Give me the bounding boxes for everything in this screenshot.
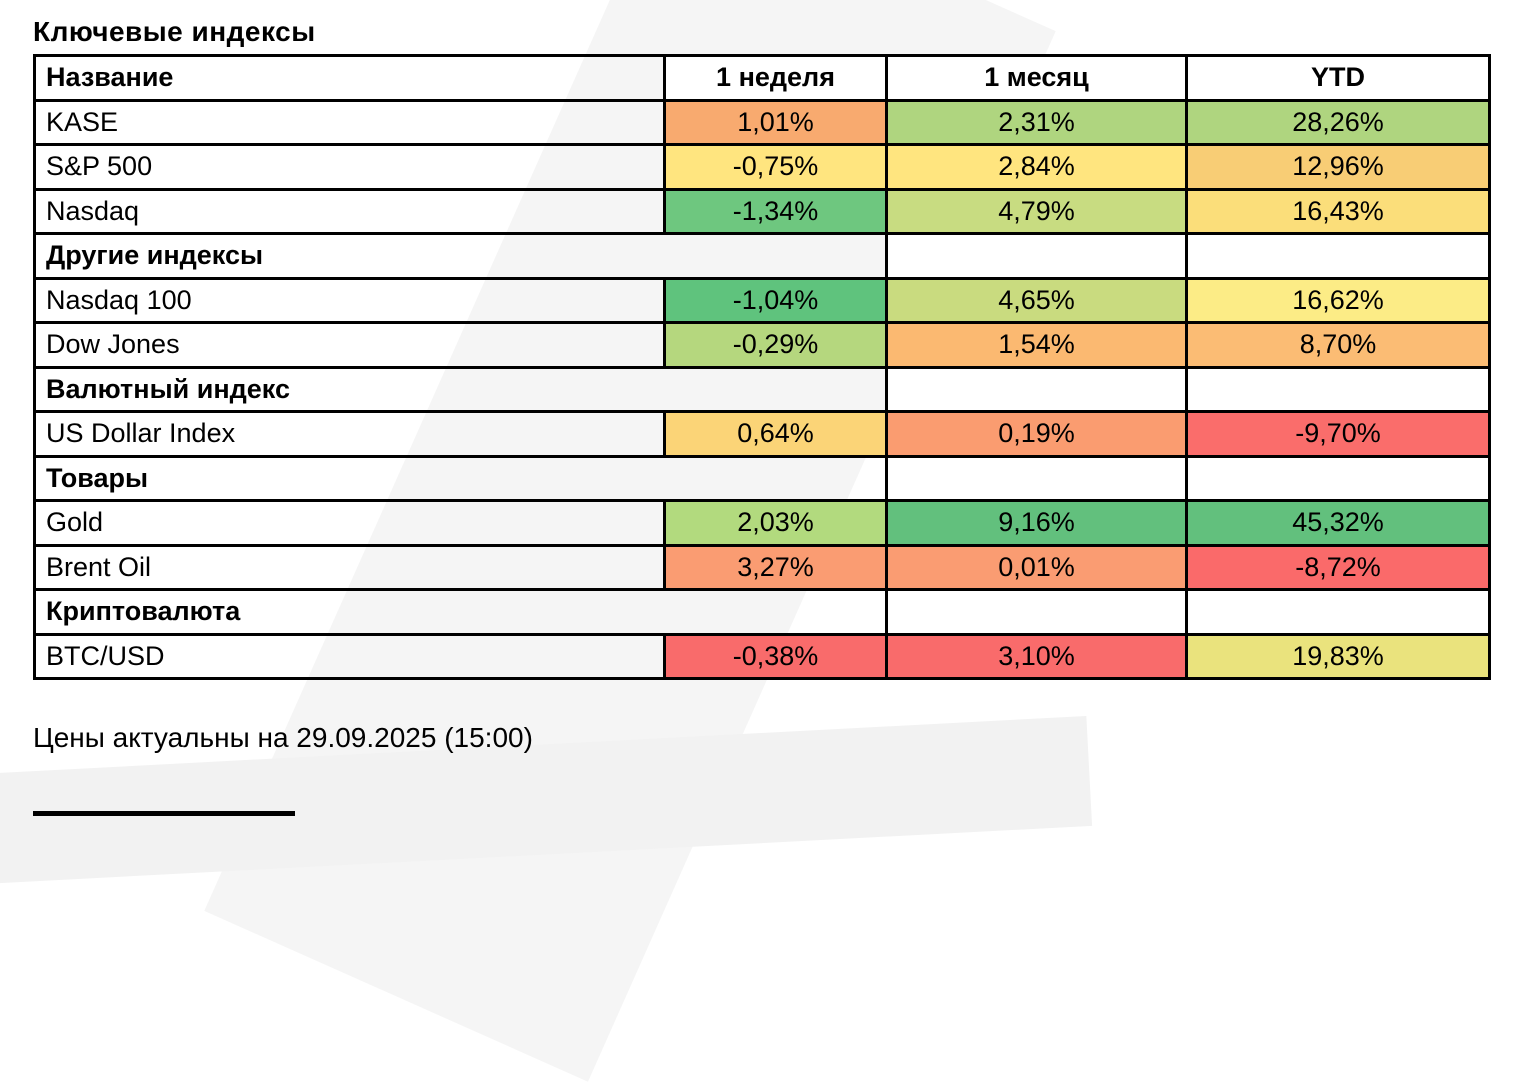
table-row: US Dollar Index 0,64% 0,19% -9,70%: [33, 410, 1491, 458]
table-row: Nasdaq 100 -1,04% 4,65% 16,62%: [33, 276, 1491, 324]
value-cell: 3,27%: [663, 543, 888, 591]
table-row: BTC/USD -0,38% 3,10% 19,83%: [33, 632, 1491, 680]
value-cell: -1,34%: [663, 187, 888, 235]
value-cell: 4,79%: [885, 187, 1188, 235]
value-cell: 3,10%: [885, 632, 1188, 680]
value-cell: 0,01%: [885, 543, 1188, 591]
instrument-name: Brent Oil: [33, 543, 666, 591]
instrument-name: BTC/USD: [33, 632, 666, 680]
value-cell: -1,04%: [663, 276, 888, 324]
instrument-name: KASE: [33, 98, 666, 146]
section-title: Товары: [33, 454, 888, 502]
instrument-name: S&P 500: [33, 143, 666, 191]
value-cell: -0,75%: [663, 143, 888, 191]
empty-cell: [1185, 588, 1491, 636]
table-row: Nasdaq -1,34% 4,79% 16,43%: [33, 187, 1491, 235]
instrument-name: Nasdaq 100: [33, 276, 666, 324]
table-row: Dow Jones -0,29% 1,54% 8,70%: [33, 321, 1491, 369]
value-cell: 28,26%: [1185, 98, 1491, 146]
value-cell: 2,84%: [885, 143, 1188, 191]
value-cell: 8,70%: [1185, 321, 1491, 369]
value-cell: -0,29%: [663, 321, 888, 369]
instrument-name: Gold: [33, 499, 666, 547]
value-cell: 1,01%: [663, 98, 888, 146]
empty-cell: [885, 454, 1188, 502]
column-header-1week: 1 неделя: [663, 54, 888, 102]
table-row: Brent Oil 3,27% 0,01% -8,72%: [33, 543, 1491, 591]
empty-cell: [885, 588, 1188, 636]
empty-cell: [1185, 454, 1491, 502]
page-title: Ключевые индексы: [33, 16, 316, 47]
value-cell: 9,16%: [885, 499, 1188, 547]
instrument-name: Dow Jones: [33, 321, 666, 369]
table-row: Gold 2,03% 9,16% 45,32%: [33, 499, 1491, 547]
empty-cell: [885, 232, 1188, 280]
table-header: Название 1 неделя 1 месяц YTD: [33, 54, 1491, 102]
section-title: Валютный индекс: [33, 365, 888, 413]
section-row: Товары: [33, 454, 1491, 502]
value-cell: 12,96%: [1185, 143, 1491, 191]
instrument-name: Nasdaq: [33, 187, 666, 235]
indices-table-body: KASE 1,01% 2,31% 28,26% S&P 500 -0,75% 2,84% 12…: [33, 98, 1491, 680]
column-header-ytd: YTD: [1185, 54, 1491, 102]
value-cell: 16,62%: [1185, 276, 1491, 324]
instrument-name: US Dollar Index: [33, 410, 666, 458]
empty-cell: [1185, 365, 1491, 413]
empty-cell: [885, 365, 1188, 413]
value-cell: -0,38%: [663, 632, 888, 680]
page: Ключевые индексы Название 1 неделя 1 мес…: [0, 16, 1515, 754]
value-cell: 4,65%: [885, 276, 1188, 324]
value-cell: 1,54%: [885, 321, 1188, 369]
empty-cell: [1185, 232, 1491, 280]
value-cell: 45,32%: [1185, 499, 1491, 547]
value-cell: 19,83%: [1185, 632, 1491, 680]
value-cell: -9,70%: [1185, 410, 1491, 458]
value-cell: 0,19%: [885, 410, 1188, 458]
bottom-divider-bar: [33, 811, 295, 816]
section-title: Криптовалюта: [33, 588, 888, 636]
prices-timestamp-note: Цены актуальны на 29.09.2025 (15:00): [33, 722, 533, 753]
table-row: S&P 500 -0,75% 2,84% 12,96%: [33, 143, 1491, 191]
column-header-name: Название: [33, 54, 666, 102]
value-cell: 16,43%: [1185, 187, 1491, 235]
column-header-1month: 1 месяц: [885, 54, 1188, 102]
section-title: Другие индексы: [33, 232, 888, 280]
section-row: Валютный индекс: [33, 365, 1491, 413]
value-cell: 0,64%: [663, 410, 888, 458]
value-cell: -8,72%: [1185, 543, 1491, 591]
table-row: KASE 1,01% 2,31% 28,26%: [33, 98, 1491, 146]
section-row: Другие индексы: [33, 232, 1491, 280]
section-row: Криптовалюта: [33, 588, 1491, 636]
value-cell: 2,03%: [663, 499, 888, 547]
indices-table: Название 1 неделя 1 месяц YTD KASE 1,01% 2…: [33, 54, 1491, 680]
value-cell: 2,31%: [885, 98, 1188, 146]
header-row: Название 1 неделя 1 месяц YTD: [33, 54, 1491, 102]
